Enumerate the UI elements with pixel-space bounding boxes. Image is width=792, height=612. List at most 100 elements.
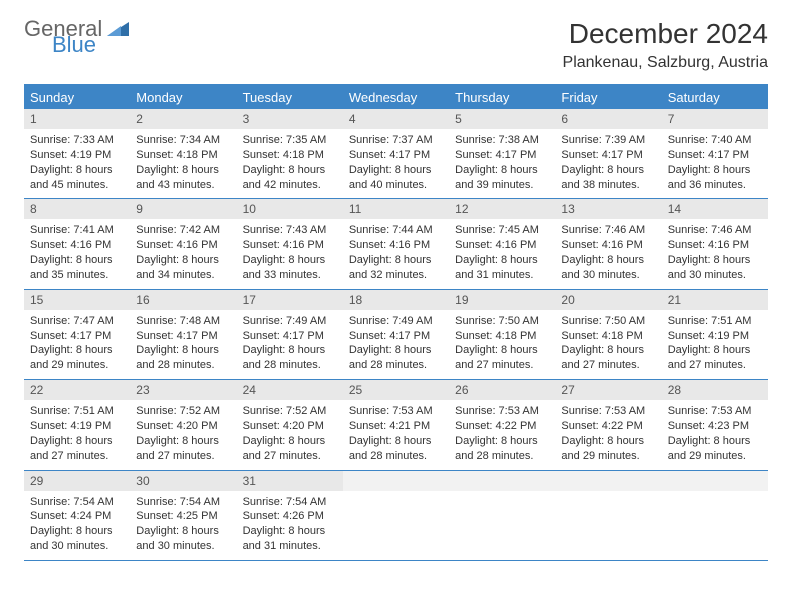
day-number: 15 xyxy=(24,290,130,310)
sunrise-line: Sunrise: 7:54 AM xyxy=(30,495,124,510)
weekday-header: Friday xyxy=(555,86,661,109)
brand-blue: Blue xyxy=(52,34,129,56)
day-cell: .. xyxy=(343,471,449,560)
day-number: 29 xyxy=(24,471,130,491)
day-cell: 27Sunrise: 7:53 AMSunset: 4:22 PMDayligh… xyxy=(555,380,661,469)
day-body: Sunrise: 7:51 AMSunset: 4:19 PMDaylight:… xyxy=(24,400,130,469)
sunset-line: Sunset: 4:19 PM xyxy=(30,419,124,434)
daylight-line: Daylight: 8 hours and 27 minutes. xyxy=(243,434,337,464)
weekday-header: Tuesday xyxy=(237,86,343,109)
daylight-line: Daylight: 8 hours and 29 minutes. xyxy=(30,343,124,373)
sunrise-line: Sunrise: 7:35 AM xyxy=(243,133,337,148)
sunset-line: Sunset: 4:16 PM xyxy=(561,238,655,253)
day-number: 21 xyxy=(662,290,768,310)
day-body: Sunrise: 7:52 AMSunset: 4:20 PMDaylight:… xyxy=(130,400,236,469)
daylight-line: Daylight: 8 hours and 29 minutes. xyxy=(668,434,762,464)
daylight-line: Daylight: 8 hours and 28 minutes. xyxy=(349,343,443,373)
sunset-line: Sunset: 4:18 PM xyxy=(136,148,230,163)
day-body: Sunrise: 7:53 AMSunset: 4:22 PMDaylight:… xyxy=(555,400,661,469)
sunrise-line: Sunrise: 7:44 AM xyxy=(349,223,443,238)
daylight-line: Daylight: 8 hours and 42 minutes. xyxy=(243,163,337,193)
day-cell: 21Sunrise: 7:51 AMSunset: 4:19 PMDayligh… xyxy=(662,290,768,379)
sunset-line: Sunset: 4:16 PM xyxy=(668,238,762,253)
sunrise-line: Sunrise: 7:40 AM xyxy=(668,133,762,148)
day-number: 2 xyxy=(130,109,236,129)
day-number: 10 xyxy=(237,199,343,219)
sunrise-line: Sunrise: 7:52 AM xyxy=(136,404,230,419)
day-number: 12 xyxy=(449,199,555,219)
day-cell: 29Sunrise: 7:54 AMSunset: 4:24 PMDayligh… xyxy=(24,471,130,560)
daylight-line: Daylight: 8 hours and 40 minutes. xyxy=(349,163,443,193)
day-body: Sunrise: 7:46 AMSunset: 4:16 PMDaylight:… xyxy=(662,219,768,288)
sunset-line: Sunset: 4:17 PM xyxy=(668,148,762,163)
day-number: 23 xyxy=(130,380,236,400)
sunset-line: Sunset: 4:17 PM xyxy=(349,148,443,163)
day-body: Sunrise: 7:53 AMSunset: 4:22 PMDaylight:… xyxy=(449,400,555,469)
sunrise-line: Sunrise: 7:53 AM xyxy=(561,404,655,419)
day-number: 13 xyxy=(555,199,661,219)
daylight-line: Daylight: 8 hours and 30 minutes. xyxy=(136,524,230,554)
week-row: 29Sunrise: 7:54 AMSunset: 4:24 PMDayligh… xyxy=(24,471,768,561)
day-body: Sunrise: 7:40 AMSunset: 4:17 PMDaylight:… xyxy=(662,129,768,198)
day-number: . xyxy=(343,471,449,491)
daylight-line: Daylight: 8 hours and 27 minutes. xyxy=(136,434,230,464)
day-cell: 22Sunrise: 7:51 AMSunset: 4:19 PMDayligh… xyxy=(24,380,130,469)
weekday-header: Saturday xyxy=(662,86,768,109)
day-cell: 2Sunrise: 7:34 AMSunset: 4:18 PMDaylight… xyxy=(130,109,236,198)
sunset-line: Sunset: 4:16 PM xyxy=(136,238,230,253)
sunrise-line: Sunrise: 7:48 AM xyxy=(136,314,230,329)
day-number: 7 xyxy=(662,109,768,129)
week-row: 1Sunrise: 7:33 AMSunset: 4:19 PMDaylight… xyxy=(24,109,768,199)
day-number: 31 xyxy=(237,471,343,491)
day-body: Sunrise: 7:54 AMSunset: 4:25 PMDaylight:… xyxy=(130,491,236,560)
sunrise-line: Sunrise: 7:53 AM xyxy=(455,404,549,419)
day-number: . xyxy=(662,471,768,491)
day-number: 30 xyxy=(130,471,236,491)
sunrise-line: Sunrise: 7:47 AM xyxy=(30,314,124,329)
sunrise-line: Sunrise: 7:45 AM xyxy=(455,223,549,238)
day-number: 6 xyxy=(555,109,661,129)
daylight-line: Daylight: 8 hours and 43 minutes. xyxy=(136,163,230,193)
day-number: . xyxy=(555,471,661,491)
daylight-line: Daylight: 8 hours and 38 minutes. xyxy=(561,163,655,193)
weekday-header: Monday xyxy=(130,86,236,109)
daylight-line: Daylight: 8 hours and 29 minutes. xyxy=(561,434,655,464)
day-number: 28 xyxy=(662,380,768,400)
daylight-line: Daylight: 8 hours and 34 minutes. xyxy=(136,253,230,283)
day-number: 24 xyxy=(237,380,343,400)
day-number: 19 xyxy=(449,290,555,310)
calendar: SundayMondayTuesdayWednesdayThursdayFrid… xyxy=(24,84,768,561)
sunset-line: Sunset: 4:21 PM xyxy=(349,419,443,434)
day-number: 3 xyxy=(237,109,343,129)
sunrise-line: Sunrise: 7:43 AM xyxy=(243,223,337,238)
header: General Blue December 2024 Plankenau, Sa… xyxy=(0,0,792,76)
day-body: Sunrise: 7:49 AMSunset: 4:17 PMDaylight:… xyxy=(237,310,343,379)
daylight-line: Daylight: 8 hours and 30 minutes. xyxy=(30,524,124,554)
sunset-line: Sunset: 4:17 PM xyxy=(349,329,443,344)
day-body: Sunrise: 7:48 AMSunset: 4:17 PMDaylight:… xyxy=(130,310,236,379)
day-cell: 6Sunrise: 7:39 AMSunset: 4:17 PMDaylight… xyxy=(555,109,661,198)
day-body: Sunrise: 7:38 AMSunset: 4:17 PMDaylight:… xyxy=(449,129,555,198)
daylight-line: Daylight: 8 hours and 39 minutes. xyxy=(455,163,549,193)
day-cell: 7Sunrise: 7:40 AMSunset: 4:17 PMDaylight… xyxy=(662,109,768,198)
sunrise-line: Sunrise: 7:54 AM xyxy=(136,495,230,510)
week-row: 8Sunrise: 7:41 AMSunset: 4:16 PMDaylight… xyxy=(24,199,768,289)
sunrise-line: Sunrise: 7:52 AM xyxy=(243,404,337,419)
daylight-line: Daylight: 8 hours and 28 minutes. xyxy=(455,434,549,464)
day-cell: 16Sunrise: 7:48 AMSunset: 4:17 PMDayligh… xyxy=(130,290,236,379)
day-number: 27 xyxy=(555,380,661,400)
day-body: Sunrise: 7:50 AMSunset: 4:18 PMDaylight:… xyxy=(449,310,555,379)
day-body: Sunrise: 7:54 AMSunset: 4:26 PMDaylight:… xyxy=(237,491,343,560)
daylight-line: Daylight: 8 hours and 45 minutes. xyxy=(30,163,124,193)
sunrise-line: Sunrise: 7:51 AM xyxy=(668,314,762,329)
day-body: Sunrise: 7:47 AMSunset: 4:17 PMDaylight:… xyxy=(24,310,130,379)
day-body: Sunrise: 7:37 AMSunset: 4:17 PMDaylight:… xyxy=(343,129,449,198)
sunrise-line: Sunrise: 7:33 AM xyxy=(30,133,124,148)
daylight-line: Daylight: 8 hours and 35 minutes. xyxy=(30,253,124,283)
sunset-line: Sunset: 4:25 PM xyxy=(136,509,230,524)
day-number: 9 xyxy=(130,199,236,219)
day-body: Sunrise: 7:34 AMSunset: 4:18 PMDaylight:… xyxy=(130,129,236,198)
day-body: Sunrise: 7:44 AMSunset: 4:16 PMDaylight:… xyxy=(343,219,449,288)
day-number: 4 xyxy=(343,109,449,129)
sunrise-line: Sunrise: 7:49 AM xyxy=(349,314,443,329)
